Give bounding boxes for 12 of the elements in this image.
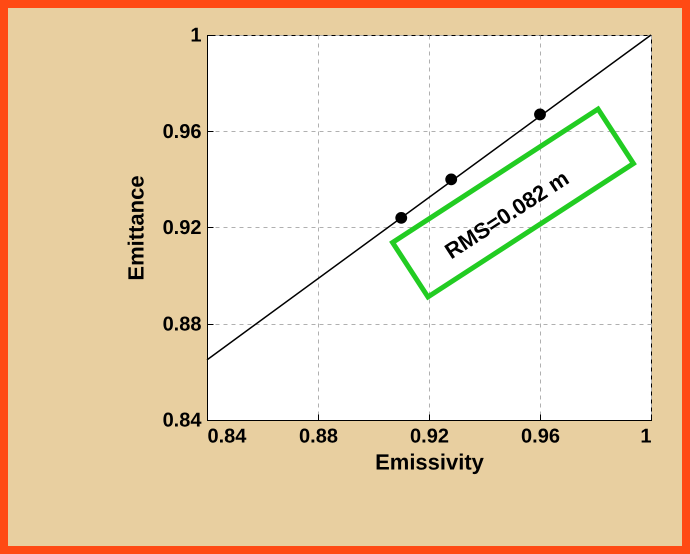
- x-tick-label: 1: [640, 426, 652, 448]
- x-axis-title: Emissivity: [375, 450, 485, 474]
- x-tick-label: 0.96: [521, 426, 560, 448]
- x-tick-label: 0.88: [299, 426, 338, 448]
- y-tick-label: 0.84: [162, 410, 202, 432]
- y-tick-label: 0.88: [162, 313, 202, 336]
- y-tick-label: 1: [190, 24, 202, 46]
- y-axis-title: Emittance: [124, 175, 149, 281]
- y-tick-label: 0.96: [162, 120, 202, 143]
- y-tick-label: 0.92: [162, 217, 202, 239]
- x-tick-label: 0.84: [208, 426, 248, 448]
- x-tick-label: 0.92: [410, 426, 449, 448]
